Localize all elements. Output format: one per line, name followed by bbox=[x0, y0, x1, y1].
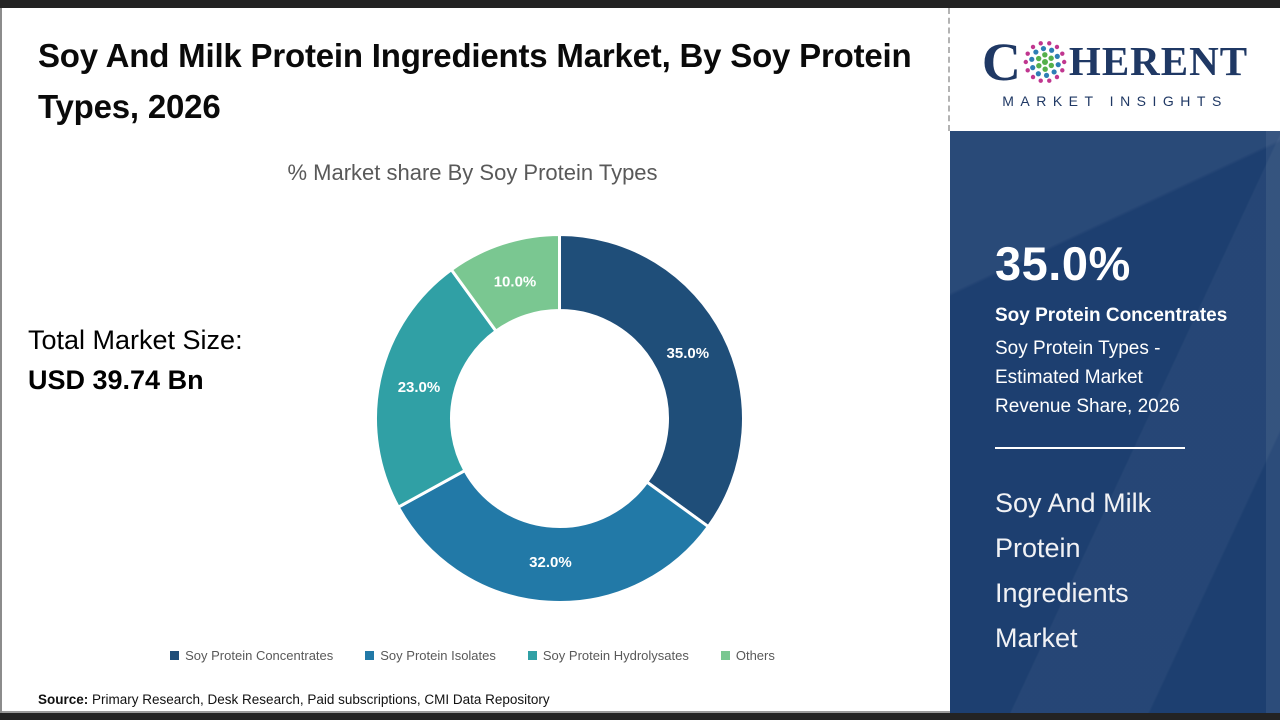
donut-segment-2 bbox=[374, 267, 499, 510]
legend-item: Soy Protein Hydrolysates bbox=[527, 648, 689, 663]
donut-segment-3 bbox=[449, 233, 561, 334]
total-market-size-label: Total Market Size: bbox=[28, 325, 243, 355]
page-title: Soy And Milk Protein Ingredients Market,… bbox=[38, 37, 912, 126]
frame-left-border bbox=[0, 8, 2, 713]
legend-label: Soy Protein Isolates bbox=[380, 648, 496, 663]
highlight-stat-value: 35.0% bbox=[995, 237, 1131, 290]
donut-segment-label: 35.0% bbox=[667, 345, 710, 362]
legend-label: Soy Protein Hydrolysates bbox=[542, 648, 689, 663]
highlight-stat-description: Soy Protein Types - Estimated Market Rev… bbox=[995, 337, 1180, 417]
right-sidebar: 35.0% Soy Protein Concentrates Soy Prote… bbox=[950, 131, 1280, 713]
chart-title: % Market share By Soy Protein Types bbox=[287, 160, 658, 185]
legend-label: Soy Protein Concentrates bbox=[185, 648, 334, 663]
logo-subtitle: MARKET INSIGHTS bbox=[1002, 92, 1228, 109]
legend-swatch bbox=[527, 651, 537, 660]
total-market-size-block: Total Market Size: USD 39.74 Bn bbox=[28, 325, 243, 396]
donut-segment-0 bbox=[558, 233, 745, 529]
donut-chart: 35.0% 32.0% 23.0% 10.0% bbox=[374, 233, 745, 604]
legend-swatch bbox=[170, 651, 180, 660]
legend-swatch bbox=[365, 651, 375, 660]
logo-letter-c: C bbox=[981, 31, 1021, 92]
brand-logo: C HERENT MARKET INSIGHTS bbox=[948, 8, 1280, 131]
donut-segment-label: 23.0% bbox=[398, 379, 441, 396]
globe-dots-icon bbox=[1023, 40, 1067, 83]
total-market-size-value: USD 39.74 Bn bbox=[28, 365, 204, 395]
donut-segment-label: 10.0% bbox=[494, 274, 537, 291]
report-title: Soy And Milk Protein Ingredients Market bbox=[995, 487, 1152, 653]
sidebar-edge-strip bbox=[1266, 131, 1280, 713]
frame-top-bar bbox=[0, 0, 1280, 8]
source-note: Source: Primary Research, Desk Research,… bbox=[38, 692, 550, 707]
legend-swatch bbox=[720, 651, 730, 660]
logo-letters-rest: HERENT bbox=[1068, 38, 1249, 84]
donut-segment-1 bbox=[396, 468, 711, 604]
legend-item: Soy Protein Isolates bbox=[365, 648, 496, 663]
source-label: Source: bbox=[38, 692, 89, 707]
highlight-stat-label: Soy Protein Concentrates bbox=[995, 305, 1228, 326]
chart-legend: Soy Protein Concentrates Soy Protein Isol… bbox=[0, 648, 945, 663]
legend-item: Others bbox=[720, 648, 775, 663]
legend-item: Soy Protein Concentrates bbox=[170, 648, 333, 663]
sidebar-divider bbox=[995, 446, 1185, 449]
logo-wordmark: C HERENT bbox=[982, 35, 1248, 89]
frame-bottom-line bbox=[0, 711, 1280, 713]
donut-segment-label: 32.0% bbox=[529, 554, 572, 571]
legend-label: Others bbox=[735, 648, 775, 663]
source-text: Primary Research, Desk Research, Paid su… bbox=[88, 692, 550, 707]
frame-bottom-bar bbox=[0, 713, 1280, 720]
